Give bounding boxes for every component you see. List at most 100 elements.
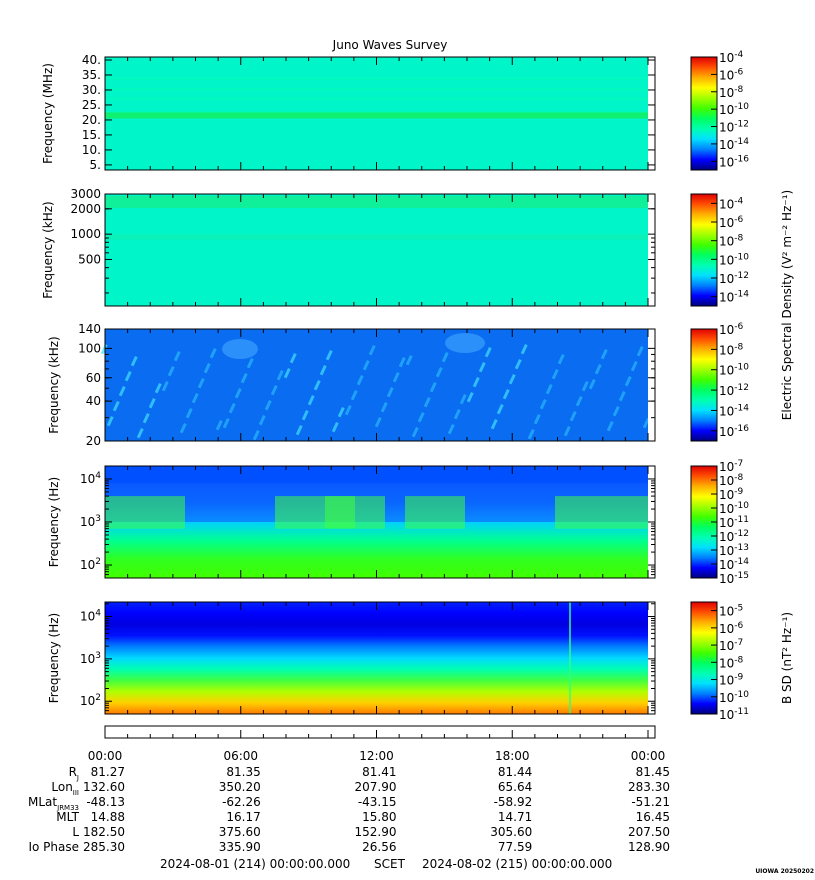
emission-streak — [441, 351, 449, 363]
footer-stamp: UIOWA 20250202 — [755, 868, 814, 875]
ephemeris-row-label: RJ — [69, 765, 79, 782]
emission-streak — [374, 417, 382, 428]
colorbar-tick-label: 10-6 — [719, 621, 744, 636]
magnetic-colorbar-label: B SD (nT² Hz⁻¹) — [780, 612, 794, 704]
colorbar-4: 10-710-810-910-1010-1110-1210-1310-1410-… — [690, 459, 749, 586]
emission-streak — [618, 391, 626, 402]
colorbar-tick-label: 10-9 — [719, 673, 744, 688]
colorbar-tick-label: 10-6 — [719, 322, 744, 337]
ephemeris-row-label: LonIII — [51, 780, 79, 797]
emission-streak — [167, 365, 175, 377]
colorbar-tick-label: 10-7 — [719, 638, 743, 653]
emission-streak — [386, 387, 394, 398]
y-axis-label: Frequency (kHz) — [41, 201, 55, 298]
ephemeris-value: -62.26 — [222, 795, 261, 809]
emission-streak — [124, 371, 132, 382]
colorbar-tick-label: 10-4 — [719, 196, 744, 211]
colorbar-tick-label: 10-14 — [719, 290, 749, 305]
emission-streak — [539, 399, 547, 410]
colorbar-tick-label: 10-4 — [719, 50, 744, 65]
emission-streak — [496, 404, 504, 415]
emission-streak — [240, 372, 248, 384]
y-tick-label: 140 — [78, 322, 101, 336]
emission-streak — [508, 374, 516, 385]
emission-streak — [429, 382, 437, 393]
ephemeris-value: 207.50 — [628, 825, 670, 839]
emission-streak — [222, 418, 230, 429]
y-tick-label: 1000 — [70, 227, 101, 241]
emission-streak — [228, 402, 236, 414]
y-tick-label: 20. — [82, 113, 101, 127]
ephemeris-value: 81.44 — [498, 765, 532, 779]
ephemeris-row-label: L — [72, 825, 79, 839]
emission-streak — [154, 382, 162, 394]
colorbar-5: 10-5 10-6 10-7 10-8 10-9 10-10 10-11 — [690, 601, 749, 722]
spectrogram-image — [105, 329, 648, 441]
footer-end-time: 2024-08-02 (215) 00:00:00.000 — [422, 857, 612, 871]
emission-streak — [368, 344, 376, 356]
emission-streak — [350, 390, 358, 401]
y-tick-label: 40. — [82, 53, 101, 67]
y-tick-label: 104 — [80, 609, 101, 624]
colorbar-tick-label: 10-11 — [719, 515, 749, 530]
emission-streak — [106, 415, 114, 427]
ephemeris-value: 182.50 — [83, 825, 125, 839]
colorbar-tick-label: 10-8 — [719, 655, 744, 670]
emission-streak — [502, 388, 510, 400]
colorbar-tick-label: 10-10 — [719, 252, 749, 267]
ephemeris-value: 81.41 — [362, 765, 396, 779]
y-tick-label: 25. — [82, 98, 101, 112]
colorbar-tick-label: 10-13 — [719, 543, 749, 558]
emission-streak — [569, 411, 577, 422]
colorbar-tick-label: 10-10 — [719, 363, 749, 378]
colorbar-tick-label: 10-10 — [719, 501, 749, 516]
emission-streak — [630, 361, 638, 372]
data-gap — [648, 602, 655, 714]
emission-streak — [472, 377, 480, 388]
time-tick-label: 00:00 — [88, 749, 123, 763]
emission-streak — [594, 364, 602, 375]
time-tick-label: 00:00 — [631, 749, 666, 763]
emission-streak — [356, 374, 364, 386]
emission-streak — [600, 348, 608, 360]
emission-streak — [563, 425, 571, 437]
panel-frame — [104, 193, 656, 307]
emission-streak — [191, 392, 199, 404]
y-tick-label: 35. — [82, 68, 101, 82]
emission-streak — [161, 381, 169, 392]
y-tick-label: 10. — [82, 143, 101, 157]
ephemeris-value: 128.90 — [628, 840, 670, 854]
ephemeris-row-label: MLT — [56, 810, 79, 824]
colorbar-scale — [690, 601, 718, 715]
band-stripe — [105, 88, 648, 91]
emission-streak — [173, 351, 181, 362]
emission-streak — [417, 411, 425, 423]
emission-streak — [533, 414, 541, 425]
ephemeris-value: 207.90 — [355, 780, 397, 794]
footer-start-time: 2024-08-01 (214) 00:00:00.000 — [160, 857, 350, 871]
colorbar-tick-label: 10-9 — [719, 487, 744, 502]
ephemeris-value: 132.60 — [83, 780, 125, 794]
emission-streak — [301, 410, 309, 421]
emission-streak — [331, 422, 339, 433]
emission-streak — [185, 408, 193, 419]
ephemeris-row-label: Io Phase — [28, 840, 79, 854]
emission-streak — [283, 368, 291, 379]
emission-streak — [557, 354, 565, 365]
colorbar-tick-label: 10-12 — [719, 529, 749, 544]
emission-streak — [136, 428, 144, 439]
footer-scet: SCET — [374, 857, 406, 871]
emission-streak — [484, 347, 492, 358]
ephemeris-row-label: MLatJRM33 — [28, 795, 79, 812]
data-gap — [648, 57, 655, 170]
colorbar-tick-label: 10-16 — [719, 154, 749, 169]
emission-streak — [313, 380, 321, 391]
emission-streak — [405, 354, 413, 366]
colorbar-tick-label: 10-15 — [719, 571, 749, 586]
colorbar-tick-label: 10-5 — [719, 604, 743, 619]
ephemeris-value: -43.15 — [358, 795, 397, 809]
emission-streak — [203, 362, 211, 374]
ephemeris-value: 16.45 — [636, 810, 670, 824]
colorbar-tick-label: 10-8 — [719, 473, 744, 488]
